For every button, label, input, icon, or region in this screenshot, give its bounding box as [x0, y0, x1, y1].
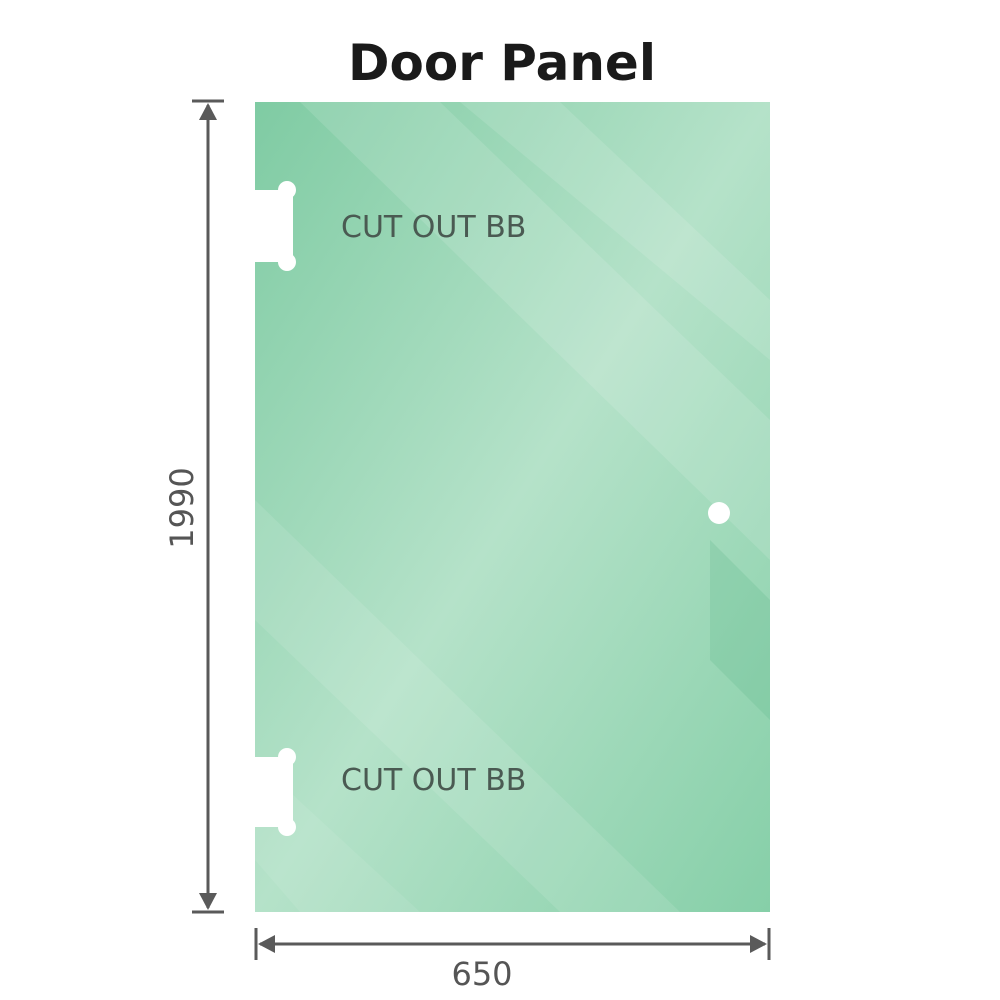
diagram-title: Door Panel [348, 34, 656, 92]
handle-hole [708, 502, 730, 524]
width-dimension-line [254, 928, 771, 960]
width-dimension-label: 650 [451, 955, 512, 993]
height-dimension-line [192, 99, 224, 914]
cutout-label-top: CUT OUT BB [341, 210, 526, 245]
glass-panel [255, 102, 770, 912]
cutout-top [253, 181, 296, 271]
cutout-label-bottom: CUT OUT BB [341, 763, 526, 798]
height-dimension-label: 1990 [163, 467, 201, 548]
cutout-bottom [253, 748, 296, 836]
